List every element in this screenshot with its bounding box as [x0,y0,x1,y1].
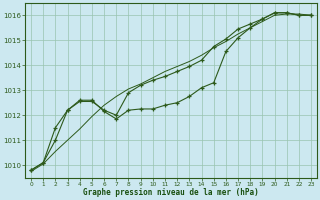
X-axis label: Graphe pression niveau de la mer (hPa): Graphe pression niveau de la mer (hPa) [83,188,259,197]
